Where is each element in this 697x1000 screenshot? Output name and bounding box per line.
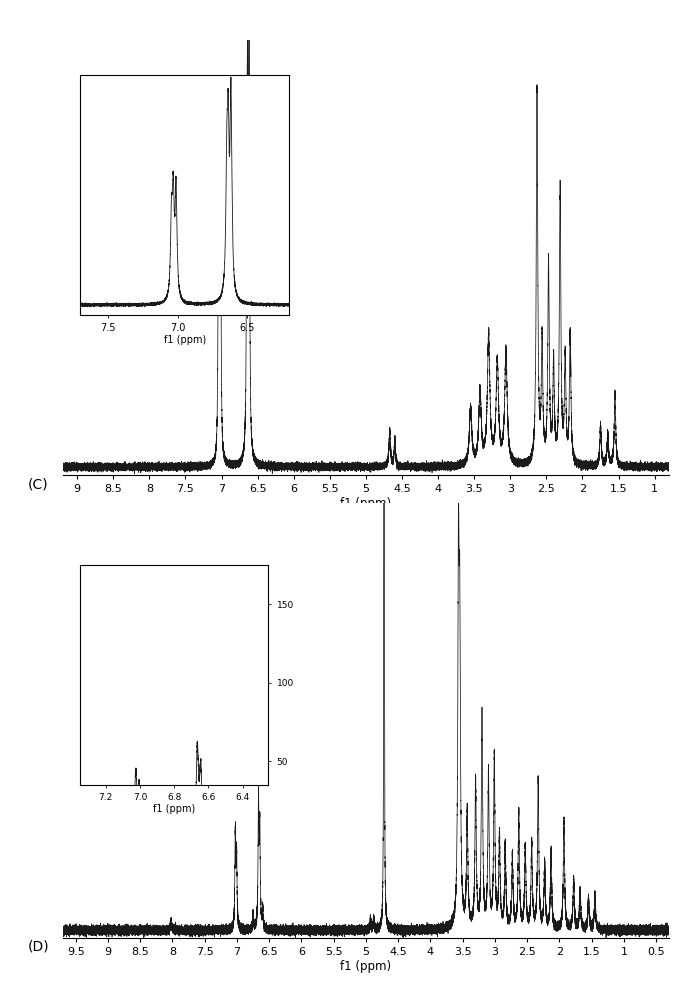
- X-axis label: f1 (ppm): f1 (ppm): [153, 804, 195, 814]
- Text: (D): (D): [28, 940, 49, 954]
- Text: (C): (C): [28, 477, 49, 491]
- X-axis label: f1 (ppm): f1 (ppm): [164, 335, 206, 345]
- X-axis label: f1 (ppm): f1 (ppm): [340, 497, 392, 510]
- X-axis label: f1 (ppm): f1 (ppm): [340, 960, 392, 973]
